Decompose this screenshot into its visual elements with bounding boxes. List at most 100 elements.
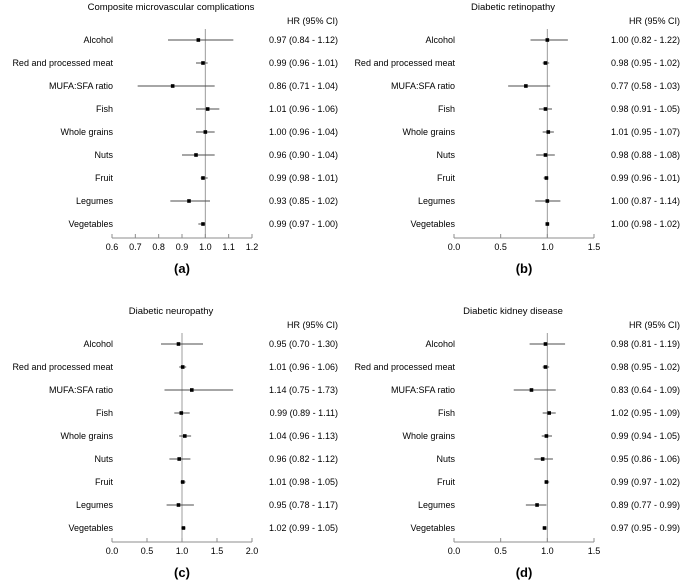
point-marker [535,503,539,507]
hr-value-label: 0.77 (0.58 - 1.03) [611,81,680,91]
hr-value-label: 0.97 (0.84 - 1.12) [269,35,338,45]
hr-value-label: 0.96 (0.90 - 1.04) [269,150,338,160]
hr-value-label: 0.95 (0.78 - 1.17) [269,500,338,510]
x-tick-label: 1.0 [541,546,554,556]
panel-c: Diabetic neuropathy HR (95% CI) Alcohol 0.9… [0,291,342,582]
x-tick-label: 0.8 [152,242,165,252]
hr-value-label: 0.99 (0.89 - 1.11) [270,408,338,418]
panel-title: Diabetic neuropathy [129,306,214,317]
category-label: Legumes [418,500,456,510]
category-label: Whole grains [402,431,455,441]
panel-letter: (c) [174,565,190,580]
point-marker [524,84,528,88]
category-label: Vegetables [68,219,113,229]
category-label: Alcohol [425,35,455,45]
hr-value-label: 0.95 (0.70 - 1.30) [269,339,338,349]
point-marker [180,480,185,484]
category-label: Nuts [436,454,455,464]
category-label: Legumes [76,196,114,206]
point-marker [176,342,181,346]
point-marker [180,365,185,369]
category-label: Alcohol [83,35,113,45]
hr-value-label: 0.98 (0.95 - 1.02) [611,362,680,372]
category-label: Vegetables [410,219,455,229]
panel-letter: (a) [174,261,190,276]
category-label: Fish [438,408,455,418]
point-marker [201,61,205,65]
category-label: MUFA:SFA ratio [391,385,455,395]
category-label: Fruit [95,173,113,183]
hr-column-header: HR (95% CI) [629,320,680,330]
category-label: Whole grains [402,127,455,137]
hr-column-header: HR (95% CI) [287,16,338,26]
category-label: Fruit [95,477,113,487]
hr-value-label: 0.93 (0.85 - 1.02) [269,196,338,206]
point-marker [546,130,551,134]
point-marker [529,388,534,392]
hr-value-label: 0.97 (0.95 - 0.99) [611,523,680,533]
x-tick-label: 0.5 [494,242,507,252]
point-marker [183,434,187,438]
hr-value-label: 0.98 (0.88 - 1.08) [611,150,680,160]
point-marker [543,153,548,157]
category-label: MUFA:SFA ratio [49,81,113,91]
hr-value-label: 0.98 (0.91 - 1.05) [611,104,680,114]
category-label: Fruit [437,477,455,487]
point-marker [542,526,547,530]
category-label: Alcohol [83,339,113,349]
hr-value-label: 0.99 (0.97 - 1.02) [611,477,680,487]
hr-value-label: 1.01 (0.96 - 1.06) [269,104,338,114]
hr-value-label: 0.99 (0.96 - 1.01) [269,58,338,68]
forest-plot-a: Composite microvascular complications HR … [12,2,338,276]
hr-value-label: 0.99 (0.96 - 1.01) [611,173,680,183]
point-marker [181,526,186,530]
category-label: Vegetables [410,523,455,533]
panel-title: Diabetic kidney disease [463,306,563,317]
x-tick-label: 1.0 [199,242,212,252]
panel-b: Diabetic retinopathy HR (95% CI) Alcohol 1.… [342,0,685,291]
hr-value-label: 0.96 (0.82 - 1.12) [269,454,338,464]
hr-value-label: 0.99 (0.94 - 1.05) [611,431,680,441]
category-label: Nuts [94,454,113,464]
category-label: MUFA:SFA ratio [391,81,455,91]
category-label: Red and processed meat [354,58,455,68]
x-tick-label: 0.6 [106,242,119,252]
x-tick-label: 0.0 [448,546,461,556]
x-tick-label: 0.7 [129,242,142,252]
hr-value-label: 1.00 (0.82 - 1.22) [611,35,680,45]
x-tick-label: 1.5 [588,242,601,252]
point-marker [203,130,208,134]
hr-column-header: HR (95% CI) [287,320,338,330]
category-label: Red and processed meat [12,362,113,372]
point-marker [179,411,184,415]
point-marker [201,222,205,226]
hr-value-label: 0.95 (0.86 - 1.06) [611,454,680,464]
x-tick-label: 0.5 [494,546,507,556]
panel-a: Composite microvascular complications HR … [0,0,342,291]
category-label: MUFA:SFA ratio [49,385,113,395]
point-marker [176,503,181,507]
panel-d: Diabetic kidney disease HR (95% CI) Alcoho… [342,291,685,582]
category-label: Legumes [418,196,456,206]
panel-letter: (b) [516,261,533,276]
point-marker [205,107,210,111]
x-tick-label: 2.0 [246,546,259,556]
category-label: Whole grains [60,127,113,137]
point-marker [187,199,191,203]
x-tick-label: 1.2 [246,242,259,252]
point-marker [190,388,194,392]
hr-value-label: 1.01 (0.96 - 1.06) [269,362,338,372]
category-label: Alcohol [425,339,455,349]
point-marker [194,153,198,157]
hr-value-label: 0.83 (0.64 - 1.09) [611,385,680,395]
point-marker [543,107,548,111]
hr-value-label: 0.99 (0.97 - 1.00) [269,219,338,229]
category-label: Whole grains [60,431,113,441]
hr-value-label: 1.00 (0.87 - 1.14) [611,196,680,206]
point-marker [196,38,201,42]
point-marker [170,84,175,88]
point-marker [545,222,550,226]
hr-value-label: 1.00 (0.98 - 1.02) [611,219,680,229]
x-tick-label: 1.1 [222,242,235,252]
